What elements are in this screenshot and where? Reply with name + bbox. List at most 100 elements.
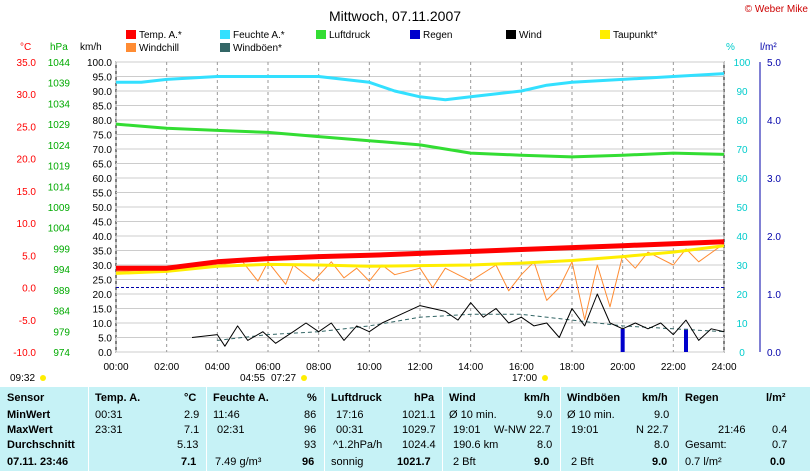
stats-table: Sensor Temp. A. °C Feuchte A. % Luftdruc… <box>0 387 810 471</box>
y-tick-label: 75.0 <box>93 131 113 142</box>
sun-marker <box>40 375 46 381</box>
rain-axis-unit: l/m² <box>760 42 777 53</box>
y-tick-label: 60 <box>736 174 748 185</box>
y-tick-label: 1029 <box>48 120 71 131</box>
current-temp-value: 7.1 <box>181 456 197 468</box>
avg-wind-value: 8.0 <box>537 439 553 451</box>
y-tick-label: 95.0 <box>93 73 113 84</box>
y-tick-label: 994 <box>53 265 70 276</box>
series-line <box>115 244 725 275</box>
current-press-value: 1021.7 <box>397 456 431 468</box>
header-humidity-unit: % <box>307 392 317 404</box>
rain-total-value: 0.7 <box>772 439 788 451</box>
y-tick-label: 30 <box>736 261 748 272</box>
y-tick-label: -5.0 <box>19 316 37 327</box>
series-line <box>217 313 725 341</box>
y-tick-label: 5.0 <box>22 251 36 262</box>
min-wind-label: Ø 10 min. <box>449 409 497 421</box>
x-tick-label: 12:00 <box>407 362 432 373</box>
weather-chart: Mittwoch, 07.11.2007 © Weber Mike Temp. … <box>10 4 809 384</box>
x-tick-label: 00:00 <box>103 362 128 373</box>
column-separator <box>324 387 325 471</box>
current-hum-value: 96 <box>302 456 315 468</box>
y-tick-label: 15.0 <box>17 187 37 198</box>
legend-swatch <box>220 30 230 39</box>
bottom-marks: 09:32 04:55 07:27 17:00 <box>10 373 548 384</box>
max-wind-time: 19:01 <box>453 424 481 436</box>
legend-label: Wind <box>519 30 542 41</box>
x-tick-label: 08:00 <box>306 362 331 373</box>
y-tick-label: 1019 <box>48 162 71 173</box>
rain-bar <box>684 328 688 352</box>
avg-temp-value: 5.13 <box>177 439 199 451</box>
y-tick-label: 15.0 <box>93 305 113 316</box>
column-separator <box>442 387 443 471</box>
y-tick-label: 5.0 <box>98 334 112 345</box>
header-gust-unit: km/h <box>642 392 668 404</box>
min-gust-value: 9.0 <box>654 409 670 421</box>
y-tick-label: 1004 <box>48 224 71 235</box>
min-hum-time: 11:46 <box>213 409 240 421</box>
legend-swatch <box>220 43 230 52</box>
y-tick-label: 70.0 <box>93 145 113 156</box>
y-tick-label: 25.0 <box>17 122 37 133</box>
y-tick-label: 1039 <box>48 79 71 90</box>
rain-total-label: Gesamt: <box>685 439 727 451</box>
x-tick-label: 22:00 <box>661 362 686 373</box>
header-gust: Windböen <box>567 392 621 404</box>
copyright-text: © Weber Mike <box>745 4 809 15</box>
min-wind-value: 9.0 <box>537 409 553 421</box>
y-tick-label: 2.0 <box>767 232 781 243</box>
min-press-time: 17:16 <box>336 409 364 421</box>
y-tick-label: 55.0 <box>93 189 113 200</box>
x-axis-ticks: 00:00 02:00 04:00 06:00 08:00 10:00 12:00 14:00… <box>103 362 736 373</box>
x-tick-label: 06:00 <box>255 362 280 373</box>
min-gust-label: Ø 10 min. <box>567 409 615 421</box>
legend-label: Regen <box>423 30 452 41</box>
y-tick-label: 0 <box>739 348 745 359</box>
y-tick-label: 100.0 <box>87 58 112 69</box>
y-tick-label: 0.0 <box>98 348 112 359</box>
y-tick-label: 5.0 <box>767 58 781 69</box>
y-tick-label: 20.0 <box>17 155 37 166</box>
current-wind-value: 9.0 <box>534 456 550 468</box>
y-tick-label: -10.0 <box>13 348 36 359</box>
y-tick-label: 70 <box>736 145 748 156</box>
y-tick-label: 25.0 <box>93 276 113 287</box>
series-line <box>115 122 725 159</box>
moonrise-time-label: 04:55 <box>240 373 265 384</box>
min-hum-value: 86 <box>304 409 317 421</box>
rain-bar <box>620 328 625 352</box>
y-tick-label: 100 <box>734 58 751 69</box>
column-separator <box>206 387 207 471</box>
y-tick-label: 1044 <box>48 58 71 69</box>
header-wind: Wind <box>449 392 476 404</box>
sunrise-time-label-2: 07:27 <box>271 373 296 384</box>
y-axis-ticks: 35.0 30.0 25.0 20.0 15.0 10.0 5.0 0.0 -5.0 -10.0 1… <box>13 58 781 359</box>
x-tick-label: 10:00 <box>357 362 382 373</box>
legend-label: Feuchte A.* <box>233 30 285 41</box>
y-tick-label: 1034 <box>48 99 71 110</box>
y-tick-label: 0.0 <box>767 348 781 359</box>
axis-units: °C hPa km/h% l/m² <box>20 42 777 53</box>
current-gust-bft: 2 Bft <box>571 456 594 468</box>
y-tick-label: 90 <box>736 87 748 98</box>
chart-title: Mittwoch, 07.11.2007 <box>329 8 461 24</box>
max-rain-time: 21:46 <box>718 424 746 436</box>
legend-swatch <box>126 30 136 39</box>
min-temp-time: 00:31 <box>95 409 123 421</box>
y-tick-label: 0.0 <box>22 284 36 295</box>
pressure-axis-unit: hPa <box>50 42 68 53</box>
current-wind-bft: 2 Bft <box>453 456 476 468</box>
chart-legend: Temp. A.* Feuchte A.* Luftdruck Regen Wind Ta… <box>126 30 658 54</box>
y-tick-label: 40.0 <box>93 232 113 243</box>
y-tick-label: 20 <box>736 290 748 301</box>
x-tick-label: 20:00 <box>610 362 635 373</box>
column-separator <box>560 387 561 471</box>
legend-label: Luftdruck <box>329 30 371 41</box>
y-tick-label: 20.0 <box>93 290 113 301</box>
current-absolute-humidity: 7.49 g/m³ <box>215 456 262 468</box>
x-tick-label: 18:00 <box>559 362 584 373</box>
y-tick-label: 10.0 <box>93 319 113 330</box>
min-temp-value: 2.9 <box>184 409 200 421</box>
